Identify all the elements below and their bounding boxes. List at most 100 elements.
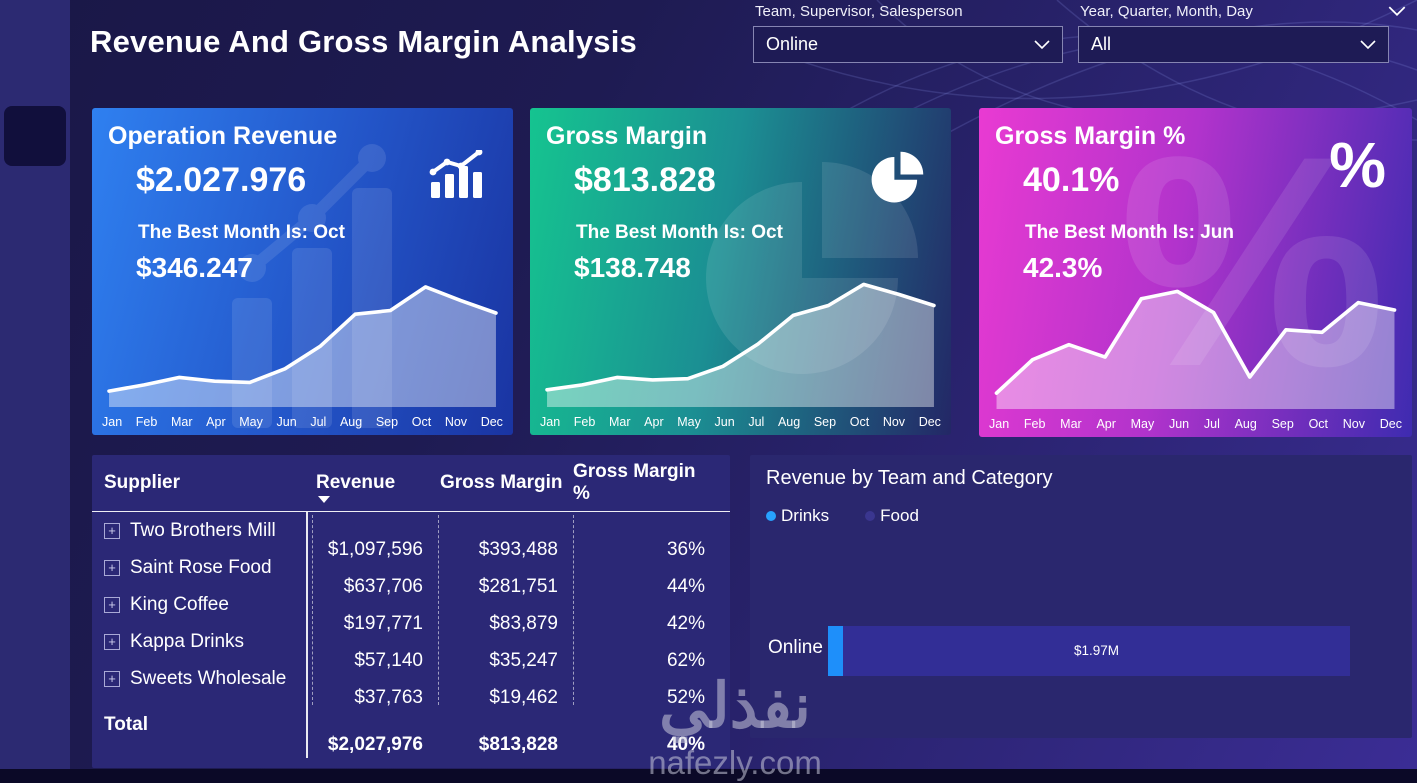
legend-dot (865, 511, 876, 521)
table-row[interactable]: + King Coffee $197,771 $83,879 42% (92, 586, 730, 634)
month-label: Apr (1096, 417, 1116, 431)
col-header-supplier[interactable]: Supplier (104, 472, 181, 493)
expand-icon[interactable]: + (104, 522, 120, 539)
month-label: Jul (748, 415, 765, 429)
month-label: Nov (1342, 417, 1365, 431)
month-label: Jan (540, 415, 561, 429)
revenue-value: $637,706 (343, 575, 423, 597)
pie-chart-icon (871, 151, 924, 203)
month-label: Mar (170, 415, 193, 429)
revenue-value: $57,140 (354, 649, 423, 671)
percent-value: 52% (666, 686, 705, 708)
table-row[interactable]: + Two Brothers Mill $1,097,596 $393,488 36% (92, 512, 730, 560)
date-dropdown-value: All (1091, 34, 1112, 54)
total-percent: 40% (666, 734, 705, 755)
table-row[interactable]: + Saint Rose Food $637,706 $281,751 44% (92, 549, 730, 597)
month-label: Dec (1379, 417, 1402, 431)
category-label: Online (768, 637, 823, 658)
card-best-month: The Best Month Is: Jun (1025, 222, 1234, 243)
month-label: May (677, 415, 701, 429)
card-value: 40.1% (1023, 161, 1120, 199)
month-label: Jul (310, 415, 327, 429)
margin-value: $281,751 (478, 575, 558, 597)
margin-value: $19,462 (489, 686, 558, 708)
month-label: Feb (135, 415, 158, 429)
month-label: Mar (1060, 417, 1082, 431)
chevron-down-icon (1360, 39, 1376, 50)
bar-data-label: $1.97M (1073, 643, 1120, 658)
sort-descending-icon (318, 496, 330, 503)
column-divider (306, 512, 308, 758)
supplier-name: Sweets Wholesale (130, 667, 287, 689)
month-label: May (1130, 417, 1155, 431)
col-header-gross-margin-pct[interactable]: Gross Margin % (573, 461, 696, 504)
bar-chart-icon (429, 150, 483, 198)
bar-axis-line (312, 515, 313, 705)
month-label: Dec (480, 415, 503, 429)
col-header-revenue[interactable]: Revenue (306, 472, 430, 503)
col-header-gross-margin[interactable]: Gross Margin (440, 472, 563, 493)
month-label: Feb (1023, 417, 1046, 431)
card-value: $2.027.976 (136, 161, 307, 199)
card-best-value: $138.748 (574, 252, 691, 283)
card-best-month: The Best Month Is: Oct (576, 222, 783, 243)
expand-icon[interactable]: + (104, 559, 120, 576)
filter-team-label: Team, Supervisor, Salesperson (755, 3, 963, 20)
nav-selected-tab[interactable] (4, 106, 66, 166)
bar-segment-food[interactable]: $1.97M (843, 626, 1350, 676)
card-title: Gross Margin % (995, 122, 1186, 150)
table-row[interactable]: + Sweets Wholesale $37,763 $19,462 52% (92, 660, 730, 708)
supplier-table: Supplier Revenue Gross Margin Gross Marg… (92, 455, 730, 768)
table-row[interactable]: + Kappa Drinks $57,140 $35,247 62% (92, 623, 730, 671)
month-label: Oct (411, 415, 432, 429)
month-label: Oct (1308, 417, 1329, 431)
expand-icon[interactable]: + (104, 670, 120, 687)
expand-icon[interactable]: + (104, 596, 120, 613)
date-dropdown[interactable]: All (1078, 26, 1389, 63)
legend-item-drinks[interactable]: Drinks (766, 506, 829, 526)
table-body: + Two Brothers Mill $1,097,596 $393,488 36% +… (92, 512, 730, 708)
month-label: May (239, 415, 263, 429)
month-label: Nov (444, 415, 468, 429)
expand-icon[interactable]: + (104, 633, 120, 650)
kpi-card-gross-margin-pct: % Gross Margin % 40.1% % The Best Month … (979, 108, 1412, 437)
kpi-card-operation-revenue: Operation Revenue $2.027.976 The Best Mo… (92, 108, 513, 435)
percent-value: 44% (666, 575, 705, 597)
chart-title: Revenue by Team and Category (766, 467, 1053, 489)
page-title: Revenue And Gross Margin Analysis (90, 24, 637, 59)
revenue-value: $197,771 (343, 612, 423, 634)
team-dropdown[interactable]: Online (753, 26, 1063, 63)
chevron-down-icon (1034, 39, 1050, 50)
kpi-card-gross-margin: Gross Margin $813.828 The Best Month Is:… (530, 108, 951, 435)
collapse-chevron-icon[interactable] (1388, 6, 1406, 17)
legend-item-food[interactable]: Food (865, 506, 919, 526)
month-label: Mar (608, 415, 631, 429)
table-header: Supplier Revenue Gross Margin Gross Marg… (92, 455, 730, 512)
percent-value: 42% (666, 612, 705, 634)
month-label: Jun (1168, 417, 1190, 431)
filter-date: Year, Quarter, Month, Day All (1078, 0, 1389, 63)
bar-row-online: Online $1.97M (750, 626, 1412, 676)
team-category-chart-panel: Revenue by Team and Category Drinks Food … (750, 455, 1412, 738)
month-label: Apr (206, 415, 226, 429)
bar-segment-drinks[interactable] (828, 626, 843, 676)
card-title: Operation Revenue (108, 122, 338, 150)
month-label: Aug (1234, 417, 1257, 431)
total-revenue: $2,027,976 (327, 734, 423, 755)
total-label: Total (104, 714, 148, 735)
margin-value: $83,879 (489, 612, 558, 634)
month-label: Sep (375, 415, 399, 429)
margin-value: $393,488 (478, 538, 558, 560)
bar-axis-line (438, 515, 439, 705)
supplier-name: Saint Rose Food (130, 556, 272, 578)
total-margin: $813,828 (478, 734, 558, 755)
month-label: Aug (339, 415, 363, 429)
revenue-value: $1,097,596 (327, 538, 423, 560)
month-label: Feb (573, 415, 596, 429)
month-label: Sep (1271, 417, 1294, 431)
card-best-value: $346.247 (136, 252, 253, 283)
margin-value: $35,247 (489, 649, 558, 671)
bottom-border (0, 769, 1417, 783)
revenue-value: $37,763 (354, 686, 423, 708)
month-label: Jan (102, 415, 123, 429)
